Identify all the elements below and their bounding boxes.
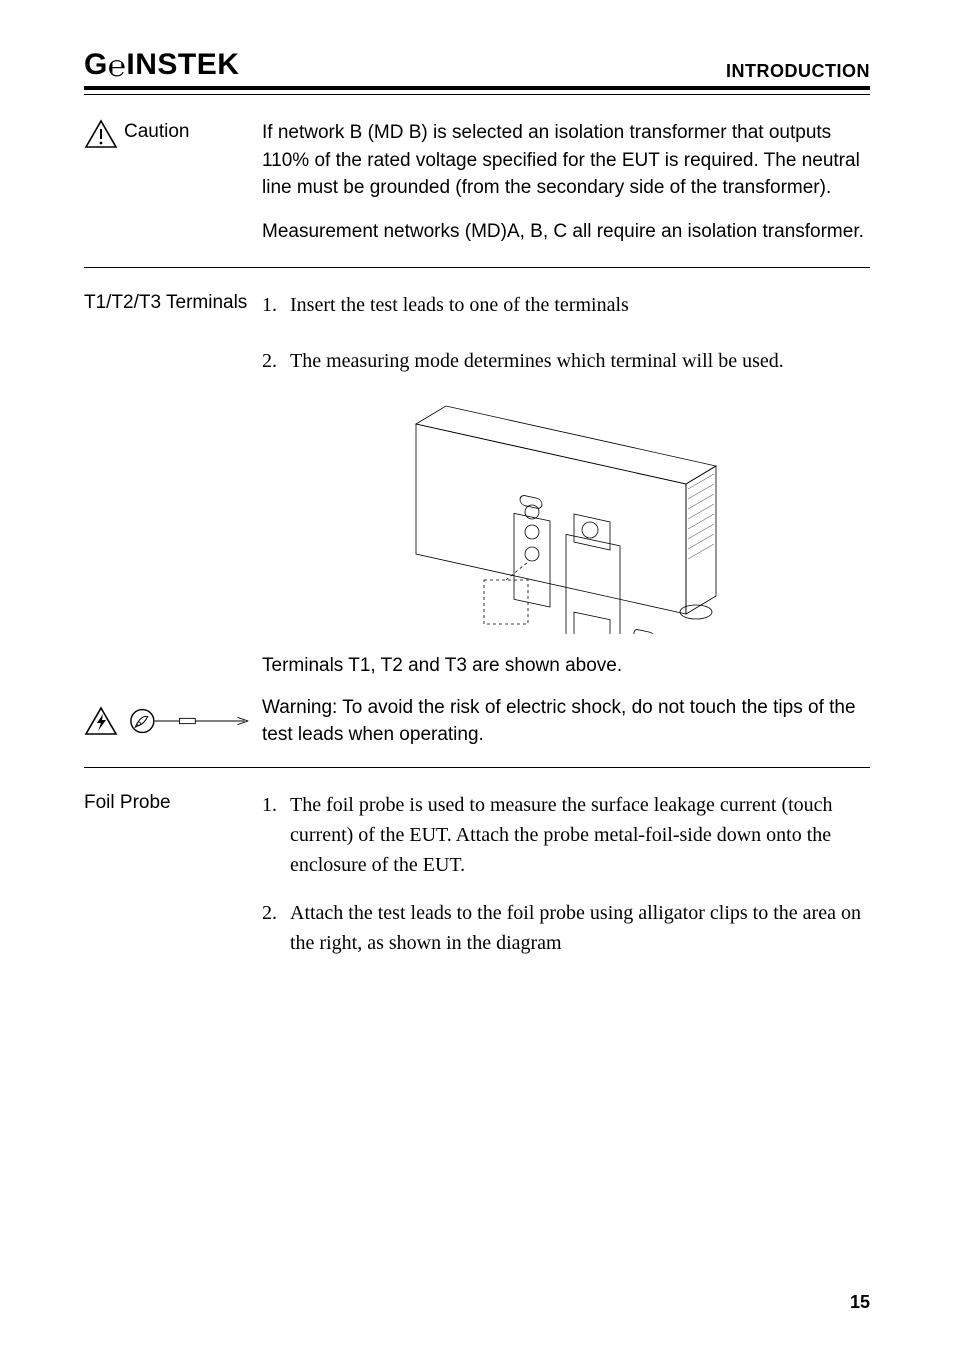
- terminals-block: T1/T2/T3 Terminals 1. Insert the test le…: [84, 290, 870, 338]
- foil-block: Foil Probe 1. The foil probe is used to …: [84, 790, 870, 976]
- terminals-body-2: 2. The measuring mode determines which t…: [262, 346, 870, 686]
- foil-list: 1. The foil probe is used to measure the…: [262, 790, 870, 958]
- divider: [84, 267, 870, 268]
- page-header: G℮INSTEK INTRODUCTION: [84, 48, 870, 90]
- list-item: 2. Attach the test leads to the foil pro…: [262, 898, 870, 958]
- list-number: 2.: [262, 346, 290, 376]
- caution-paragraph-1: If network B (MD B) is selected an isola…: [262, 119, 870, 202]
- brand-logo: G℮INSTEK: [84, 48, 239, 82]
- caution-label-col: Caution: [84, 119, 262, 149]
- shock-icon: [84, 706, 118, 736]
- list-number: 2.: [262, 898, 290, 958]
- terminals-list-2: 2. The measuring mode determines which t…: [262, 346, 870, 376]
- divider: [84, 767, 870, 768]
- terminals-body: 1. Insert the test leads to one of the t…: [262, 290, 870, 338]
- terminals-list: 1. Insert the test leads to one of the t…: [262, 290, 870, 320]
- warning-body: Warning: To avoid the risk of electric s…: [262, 694, 870, 749]
- header-rule: [84, 94, 870, 95]
- caution-block: Caution If network B (MD B) is selected …: [84, 119, 870, 249]
- caution-paragraph-2: Measurement networks (MD)A, B, C all req…: [262, 218, 870, 246]
- probe-warning-icon: [120, 706, 260, 736]
- foil-body: 1. The foil probe is used to measure the…: [262, 790, 870, 976]
- list-item: 1. Insert the test leads to one of the t…: [262, 290, 870, 320]
- foil-item-1: The foil probe is used to measure the su…: [290, 790, 870, 880]
- list-item: 1. The foil probe is used to measure the…: [262, 790, 870, 880]
- terminals-block-2: 2. The measuring mode determines which t…: [84, 346, 870, 686]
- page: G℮INSTEK INTRODUCTION Caution If network…: [0, 0, 954, 1349]
- page-number: 15: [850, 1292, 870, 1313]
- terminals-label: T1/T2/T3 Terminals: [84, 290, 262, 316]
- caution-label: Caution: [124, 119, 190, 145]
- list-number: 1.: [262, 790, 290, 880]
- warning-icons: [84, 706, 262, 736]
- diagram-container: [262, 394, 870, 634]
- terminals-item-1: Insert the test leads to one of the term…: [290, 290, 870, 320]
- instrument-diagram: [376, 394, 756, 634]
- warning-block: Warning: To avoid the risk of electric s…: [84, 694, 870, 749]
- terminals-item-2: The measuring mode determines which term…: [290, 346, 870, 376]
- list-item: 2. The measuring mode determines which t…: [262, 346, 870, 376]
- warning-text: Warning: To avoid the risk of electric s…: [262, 697, 856, 746]
- section-title: INTRODUCTION: [726, 61, 870, 82]
- terminals-caption: Terminals T1, T2 and T3 are shown above.: [262, 652, 870, 680]
- caution-icon: [84, 119, 118, 149]
- foil-item-2: Attach the test leads to the foil probe …: [290, 898, 870, 958]
- foil-label: Foil Probe: [84, 790, 262, 816]
- list-number: 1.: [262, 290, 290, 320]
- caution-body: If network B (MD B) is selected an isola…: [262, 119, 870, 249]
